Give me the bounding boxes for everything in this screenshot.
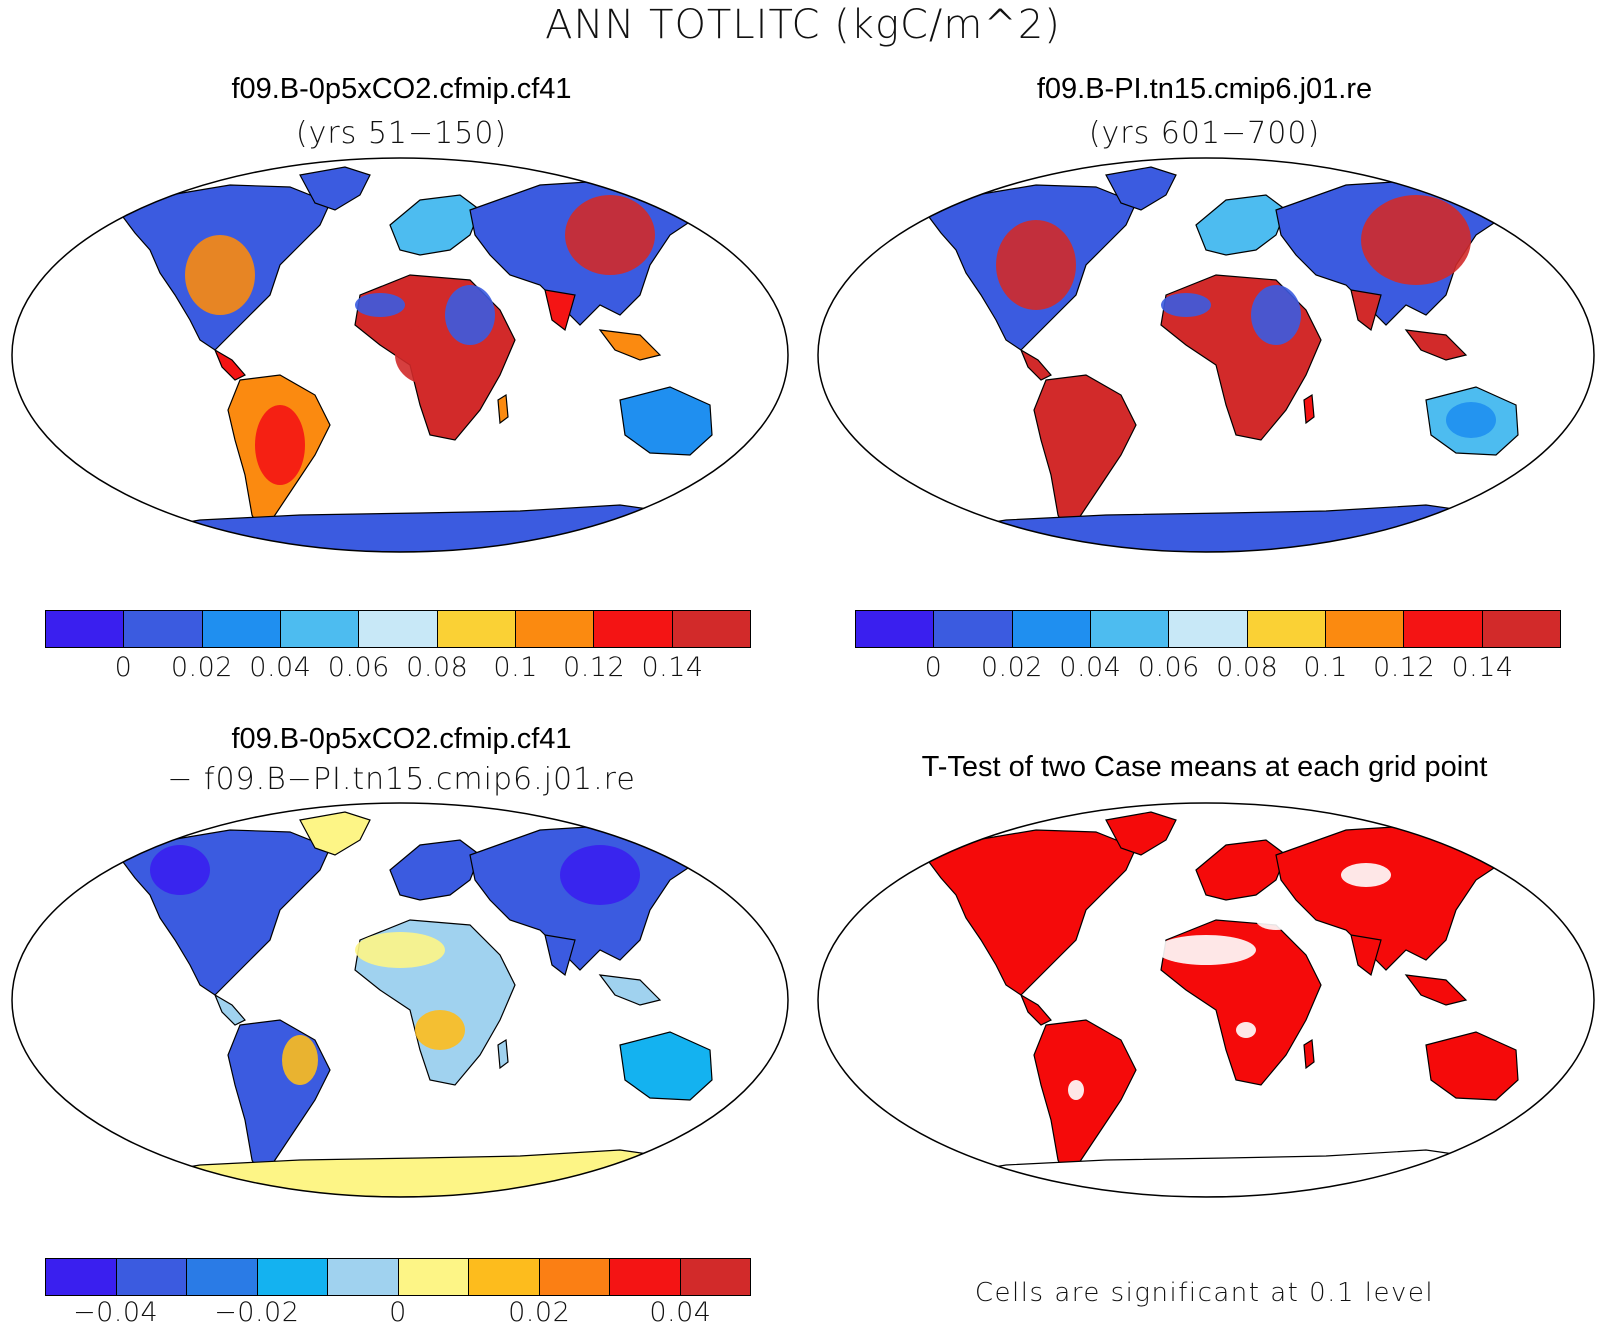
panel2-title: f09.B-PI.tn15.cmip6.j01.re <box>1036 73 1373 105</box>
madagascar-landmass <box>497 1038 509 1070</box>
panel1-map <box>11 157 789 553</box>
colorbar-swatch <box>672 611 750 647</box>
panel4-map <box>817 802 1595 1198</box>
colorbar-tick-label: 0 <box>114 652 133 683</box>
figure-title: ANN TOTLITC (kgC/m^2) <box>545 2 1061 48</box>
panel1-colorbar <box>45 610 751 648</box>
panel1-subtitle: (yrs 51−150) <box>295 116 508 151</box>
australia-landmass <box>619 386 713 456</box>
colorbar-tick-label: 0.08 <box>406 652 469 683</box>
colorbar-swatch <box>594 611 673 647</box>
europe-landmass <box>389 839 481 901</box>
colorbar-swatch <box>359 611 438 647</box>
europe-landmass <box>1195 839 1287 901</box>
colorbar-swatch <box>437 611 516 647</box>
australia-landmass <box>1425 1031 1519 1101</box>
colorbar-tick-label: 0.1 <box>493 652 538 683</box>
greenland-landmass <box>1105 166 1177 211</box>
seasia-landmass <box>1404 329 1468 361</box>
panel4-title: T-Test of two Case means at each grid po… <box>921 751 1488 783</box>
colorbar-tick-label: 0.02 <box>170 652 233 683</box>
colorbar-tick-label: 0.04 <box>1059 652 1122 683</box>
namerica-landmass <box>925 829 1137 996</box>
colorbar-swatch <box>187 1259 258 1295</box>
colorbar-tick-label: 0.1 <box>1303 652 1348 683</box>
colorbar-tick-label: 0 <box>389 1297 407 1328</box>
samerica-landmass <box>1033 1019 1137 1182</box>
colorbar-tick-label: 0 <box>924 652 943 683</box>
colorbar-swatch <box>116 1259 187 1295</box>
colorbar-tick-label: 0.14 <box>641 652 704 683</box>
samerica-landmass <box>1033 374 1137 537</box>
colorbar-swatch <box>1404 611 1483 647</box>
significance-note: Cells are significant at 0.1 level <box>974 1278 1435 1308</box>
panel3-colorbar-ticks: −0.04 −0.02 0 0.02 0.04 <box>45 1297 751 1331</box>
colorbar-tick-label: 0.14 <box>1451 652 1514 683</box>
colorbar-tick-label: 0.04 <box>249 652 312 683</box>
colorbar-swatch <box>46 611 125 647</box>
panel3-subtitle: − f09.B−PI.tn15.cmip6.j01.re <box>167 762 636 797</box>
greenland-landmass <box>1105 811 1177 856</box>
colorbar-tick-label: 0.02 <box>508 1297 571 1328</box>
greenland-landmass <box>299 811 371 856</box>
india-landmass <box>544 934 576 977</box>
colorbar-tick-label: 0.02 <box>980 652 1043 683</box>
panel1-title: f09.B-0p5xCO2.cfmip.cf41 <box>231 73 572 105</box>
greenland-landmass <box>299 166 371 211</box>
seasia-landmass <box>598 329 662 361</box>
panel3-title: f09.B-0p5xCO2.cfmip.cf41 <box>231 723 572 755</box>
colorbar-tick-label: 0.04 <box>649 1297 712 1328</box>
colorbar-swatch <box>398 1259 469 1295</box>
colorbar-tick-label: 0.12 <box>563 652 626 683</box>
camerica-landmass <box>213 348 246 381</box>
europe-landmass <box>1195 194 1287 256</box>
seasia-landmass <box>598 974 662 1006</box>
panel1-colorbar-ticks: 0 0.02 0.04 0.06 0.08 0.1 0.12 0.14 <box>45 652 751 686</box>
seasia-landmass <box>1404 974 1468 1006</box>
panel3-colorbar <box>45 1258 751 1296</box>
colorbar-swatch <box>1090 611 1170 647</box>
colorbar-swatch <box>934 611 1013 647</box>
panel2-colorbar-ticks: 0 0.02 0.04 0.06 0.08 0.1 0.12 0.14 <box>855 652 1561 686</box>
panel2-map <box>817 157 1595 553</box>
india-landmass <box>1350 934 1382 977</box>
colorbar-swatch <box>46 1259 117 1295</box>
colorbar-swatch <box>680 1259 750 1295</box>
colorbar-swatch <box>280 611 360 647</box>
colorbar-swatch <box>539 1259 610 1295</box>
panel3-map <box>11 802 789 1198</box>
colorbar-swatch <box>202 611 281 647</box>
india-landmass <box>544 289 576 332</box>
europe-landmass <box>389 194 481 256</box>
colorbar-swatch <box>469 1259 540 1295</box>
colorbar-swatch <box>1482 611 1560 647</box>
colorbar-tick-label: 0.08 <box>1216 652 1279 683</box>
camerica-landmass <box>1019 348 1052 381</box>
colorbar-tick-label: −0.04 <box>72 1297 159 1328</box>
india-landmass <box>1350 289 1382 332</box>
camerica-landmass <box>213 993 246 1026</box>
colorbar-swatch <box>328 1259 399 1295</box>
colorbar-tick-label: −0.02 <box>214 1297 300 1328</box>
madagascar-landmass <box>497 393 509 425</box>
colorbar-swatch <box>856 611 935 647</box>
colorbar-tick-label: 0.06 <box>327 652 390 683</box>
madagascar-landmass <box>1303 1038 1315 1070</box>
colorbar-tick-label: 0.06 <box>1137 652 1200 683</box>
australia-landmass <box>619 1031 713 1101</box>
panel2-colorbar <box>855 610 1561 648</box>
colorbar-swatch <box>1325 611 1405 647</box>
panel2-subtitle: (yrs 601−700) <box>1088 116 1321 151</box>
colorbar-tick-label: 0.12 <box>1373 652 1436 683</box>
colorbar-swatch <box>1012 611 1091 647</box>
madagascar-landmass <box>1303 393 1315 425</box>
colorbar-swatch <box>610 1259 681 1295</box>
colorbar-swatch <box>1247 611 1326 647</box>
colorbar-swatch <box>257 1259 328 1295</box>
colorbar-swatch <box>1169 611 1248 647</box>
colorbar-swatch <box>124 611 203 647</box>
camerica-landmass <box>1019 993 1052 1026</box>
colorbar-swatch <box>515 611 595 647</box>
